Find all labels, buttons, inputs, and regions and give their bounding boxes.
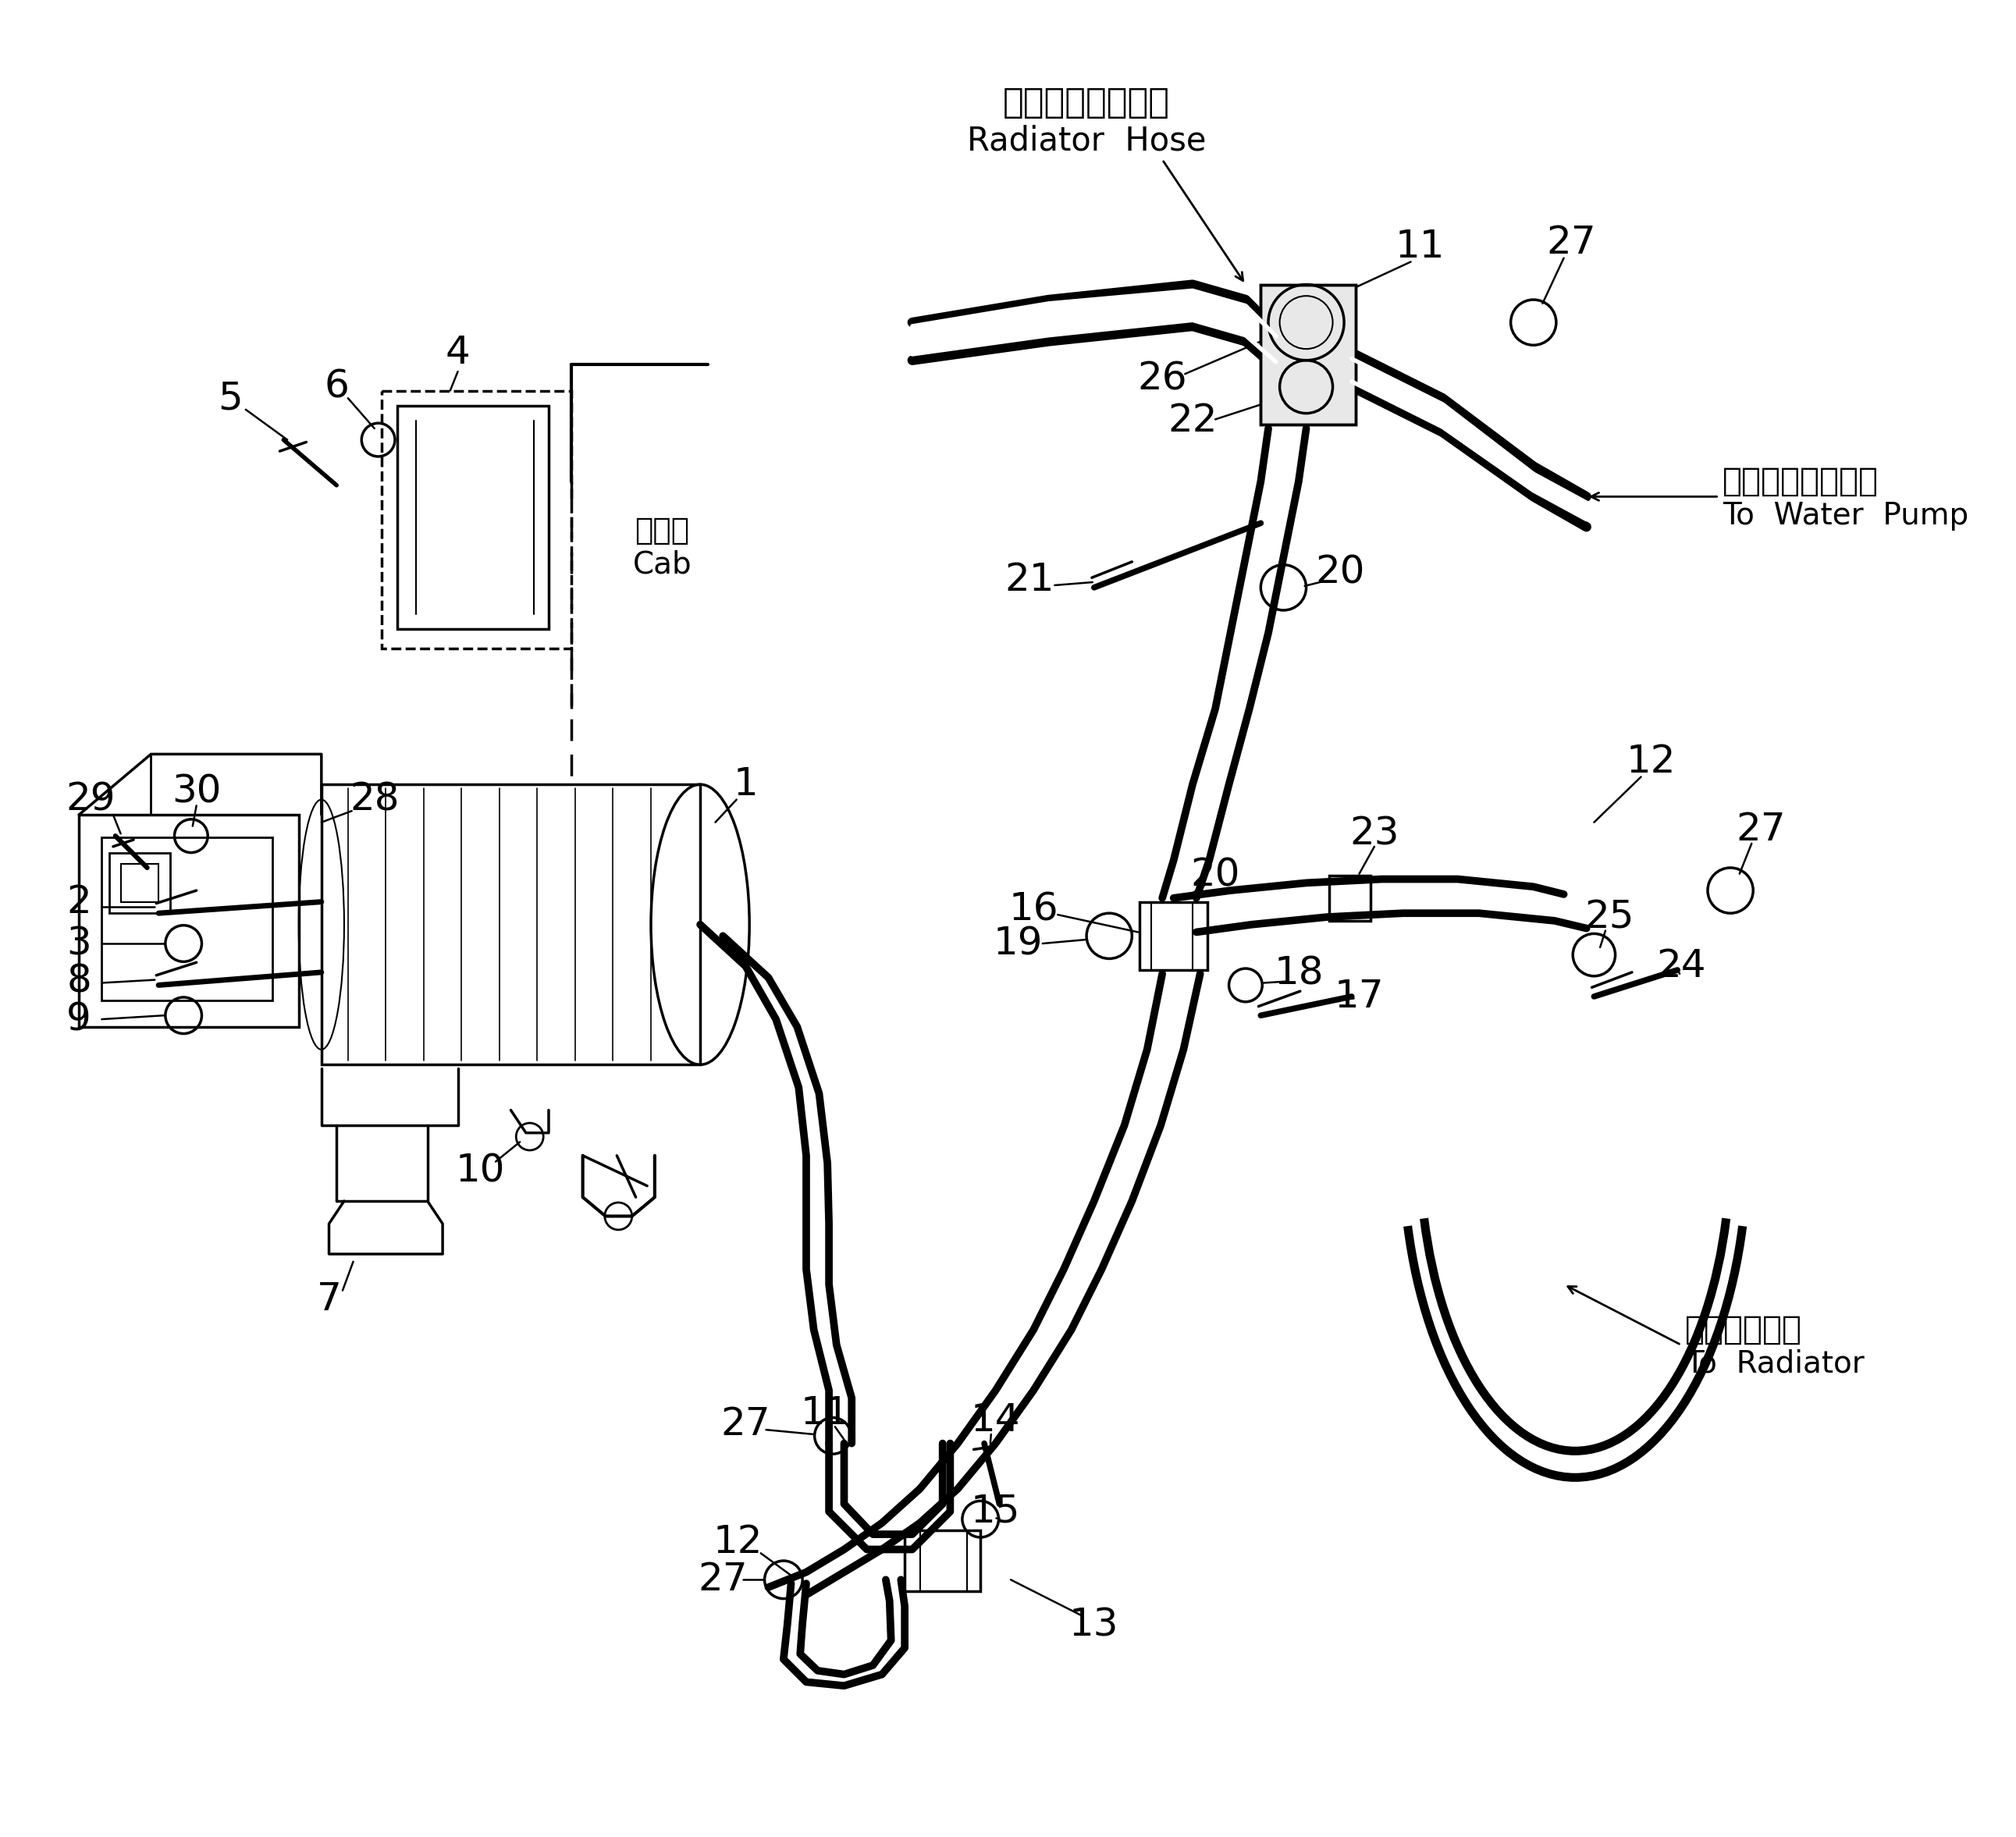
Text: 1: 1 — [734, 766, 758, 803]
Text: 26: 26 — [1137, 360, 1187, 399]
Text: 19: 19 — [994, 924, 1042, 963]
Text: 23: 23 — [1349, 816, 1399, 852]
Text: ラジエータへ: ラジエータへ — [1685, 1313, 1802, 1347]
Text: 14: 14 — [972, 1402, 1020, 1440]
Text: 20: 20 — [1316, 553, 1365, 592]
Text: 8: 8 — [67, 963, 91, 999]
Bar — [121, 863, 159, 902]
Text: 25: 25 — [1585, 898, 1635, 935]
Text: 10: 10 — [456, 1152, 506, 1189]
Text: 27: 27 — [698, 1561, 748, 1598]
Bar — [109, 852, 169, 913]
Text: 12: 12 — [714, 1523, 762, 1561]
Text: 16: 16 — [1008, 891, 1058, 928]
Text: 17: 17 — [1335, 977, 1385, 1016]
Bar — [905, 1530, 980, 1591]
Text: 6: 6 — [325, 367, 349, 406]
Text: ウォータポンプへ: ウォータポンプへ — [1724, 465, 1879, 498]
Text: 9: 9 — [67, 1001, 91, 1038]
Text: To  Radiator: To Radiator — [1685, 1348, 1865, 1380]
Text: 28: 28 — [349, 781, 399, 817]
Text: 4: 4 — [446, 334, 470, 371]
Text: 3: 3 — [67, 924, 91, 963]
Text: 7: 7 — [317, 1280, 341, 1319]
Bar — [381, 391, 571, 648]
Bar — [101, 838, 272, 1001]
Text: 30: 30 — [171, 773, 222, 810]
Text: Cab: Cab — [633, 549, 691, 580]
Bar — [1329, 874, 1371, 920]
Text: 27: 27 — [1736, 812, 1786, 849]
Bar — [397, 406, 548, 628]
Bar — [1260, 285, 1355, 424]
Text: 12: 12 — [1627, 742, 1675, 781]
Text: 20: 20 — [1191, 856, 1240, 895]
Text: 29: 29 — [67, 781, 115, 817]
Text: 15: 15 — [972, 1493, 1020, 1530]
Text: 27: 27 — [1546, 224, 1597, 261]
Bar — [1139, 902, 1208, 970]
Text: ラジエータホース: ラジエータホース — [1004, 86, 1169, 119]
Text: 5: 5 — [218, 380, 242, 417]
Text: 27: 27 — [722, 1405, 770, 1444]
Text: 24: 24 — [1657, 948, 1706, 985]
Text: 11: 11 — [1395, 228, 1445, 265]
Bar — [1260, 285, 1355, 424]
Text: 22: 22 — [1167, 402, 1218, 439]
Text: 21: 21 — [1004, 562, 1054, 599]
Text: 13: 13 — [1068, 1606, 1119, 1644]
Text: To  Water  Pump: To Water Pump — [1724, 502, 1970, 531]
Text: 18: 18 — [1274, 955, 1322, 992]
Text: キャブ: キャブ — [635, 516, 689, 546]
Text: 2: 2 — [67, 884, 91, 920]
Bar — [321, 784, 700, 1065]
Bar — [79, 816, 298, 1027]
Text: Radiator  Hose: Radiator Hose — [968, 125, 1206, 156]
Text: 11: 11 — [800, 1394, 851, 1431]
